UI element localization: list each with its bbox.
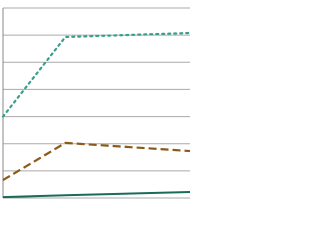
data-line [2, 191, 191, 199]
data-line [2, 141, 191, 182]
data-line [1, 31, 192, 118]
chart [1, 7, 192, 199]
